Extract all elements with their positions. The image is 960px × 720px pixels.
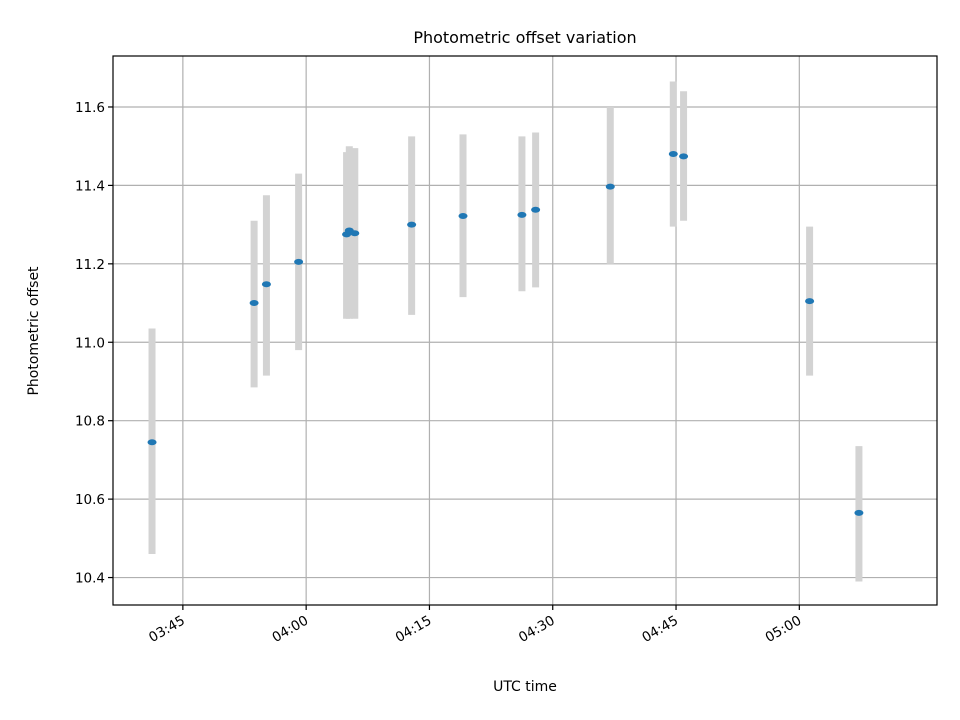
data-point xyxy=(407,221,417,228)
y-tick-label: 10.8 xyxy=(75,414,105,430)
data-point xyxy=(605,183,615,190)
y-tick-label: 11.4 xyxy=(75,178,105,194)
data-point xyxy=(517,211,527,218)
plot-area-frame xyxy=(112,55,938,606)
data-point xyxy=(531,206,541,213)
x-tick-label: 04:00 xyxy=(269,613,311,646)
data-point xyxy=(350,230,360,237)
x-tick-label: 04:45 xyxy=(639,613,681,646)
x-axis-label: UTC time xyxy=(493,679,557,695)
x-tick-label: 04:15 xyxy=(393,613,435,646)
data-point xyxy=(805,298,815,305)
y-tick-label: 10.6 xyxy=(75,492,105,508)
y-tick-label: 11.0 xyxy=(75,335,105,351)
data-point xyxy=(668,151,678,158)
y-tick-label: 11.6 xyxy=(75,100,105,116)
y-axis-label: Photometric offset xyxy=(26,266,42,396)
x-tick-label: 03:45 xyxy=(146,613,188,646)
x-tick-label: 04:30 xyxy=(516,613,558,646)
data-point xyxy=(249,300,259,307)
y-tick-label: 10.4 xyxy=(75,571,105,587)
data-point xyxy=(147,439,157,446)
error-bars xyxy=(148,81,863,582)
x-tick-label: 05:00 xyxy=(763,613,805,646)
data-point xyxy=(261,281,271,288)
chart-title: Photometric offset variation xyxy=(413,28,636,47)
y-tick-label: 11.2 xyxy=(75,257,105,273)
data-point xyxy=(294,258,304,265)
data-point xyxy=(679,153,689,160)
data-point xyxy=(458,212,468,219)
data-points xyxy=(147,151,864,516)
data-point xyxy=(854,509,864,516)
axis-ticks: 10.4 10.6 10.8 11.0 11.2 11.4 11.6 03:45 04:00 04… xyxy=(75,100,804,646)
